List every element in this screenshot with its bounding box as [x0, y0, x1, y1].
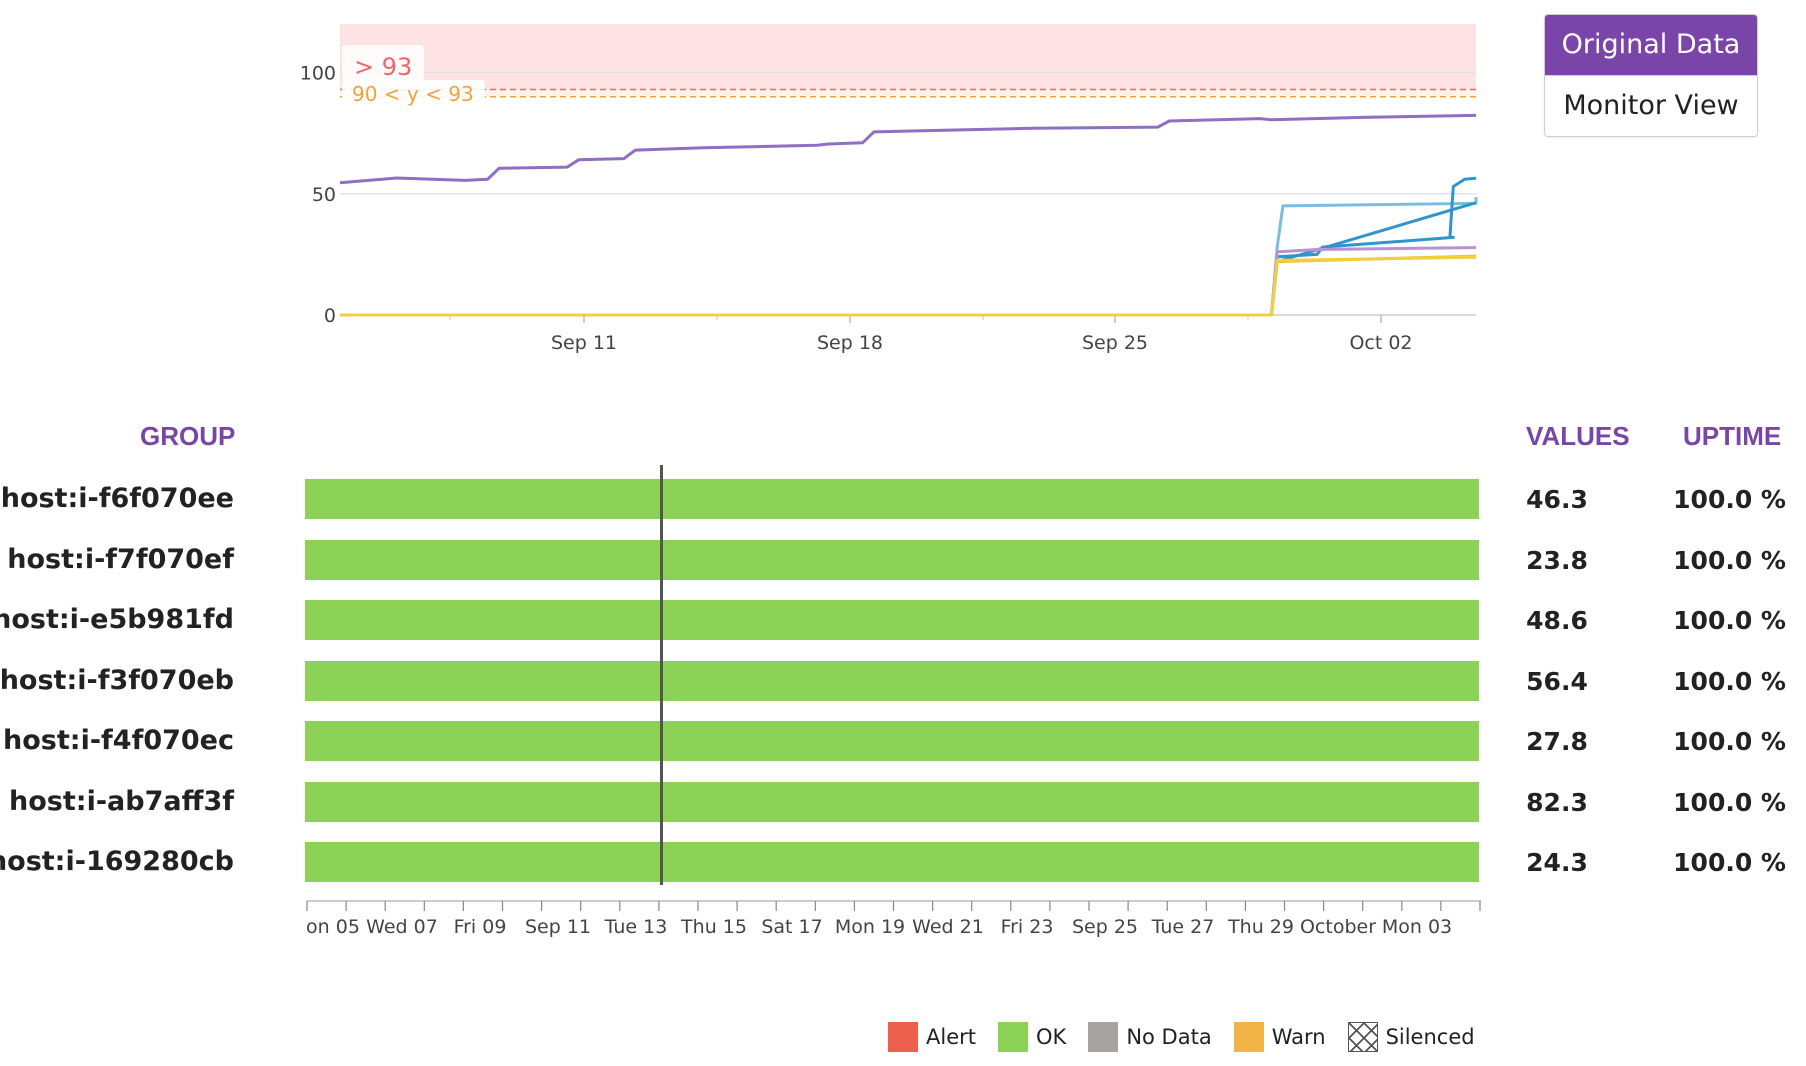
- warn-threshold-label-bg: [342, 80, 485, 108]
- status-bar[interactable]: [305, 842, 1479, 882]
- legend-swatch: [1233, 1022, 1264, 1052]
- group-uptime: 100.0 %: [1673, 545, 1786, 575]
- legend-swatch: [888, 1022, 918, 1052]
- timeline-tick-label: Fri 09: [454, 916, 507, 938]
- group-header: GROUP: [140, 421, 236, 451]
- legend-item: Alert: [888, 1022, 976, 1052]
- alert-threshold-label-bg: [342, 45, 424, 81]
- timeline-tick-label: Tue 27: [1151, 916, 1215, 938]
- timeline-tick-label: Sep 11: [525, 916, 591, 938]
- status-bar[interactable]: [305, 600, 1479, 640]
- x-tick-label: Sep 25: [1082, 332, 1148, 354]
- legend: Alert OK No Data Warn Silenced: [888, 1022, 1475, 1052]
- time-cursor: [660, 465, 663, 885]
- alert-threshold-band: [340, 24, 1476, 90]
- series-line: [340, 176, 1477, 317]
- timeline-tick-label: Wed 21: [912, 916, 984, 938]
- legend-item: OK: [998, 1022, 1066, 1052]
- original-data-button[interactable]: Original Data: [1545, 15, 1757, 75]
- group-label: host:i-f7f070ef: [7, 543, 234, 575]
- group-value: 56.4: [1526, 666, 1588, 696]
- status-bar[interactable]: [305, 539, 1479, 580]
- monitor-view-button[interactable]: Monitor View: [1545, 75, 1757, 136]
- uptime-header: UPTIME: [1683, 421, 1782, 451]
- group-uptime: 100.0 %: [1673, 727, 1786, 756]
- series-line: [340, 254, 1477, 317]
- timeline-tick-label: Mon 19: [835, 916, 905, 938]
- legend-item: No Data: [1088, 1022, 1212, 1052]
- group-label: host:i-f3f070eb: [0, 664, 234, 696]
- legend-label: Warn: [1271, 1025, 1326, 1049]
- group-label: host:i-e5b981fd: [0, 604, 234, 635]
- legend-swatch: [998, 1022, 1028, 1052]
- group-uptime: 100.0 %: [1673, 848, 1786, 877]
- series-line: [340, 246, 1477, 317]
- warn-threshold-band: [340, 89, 1476, 97]
- group-label: host:i-ab7aff3f: [9, 785, 234, 817]
- y-tick-label: 100: [300, 63, 336, 85]
- legend-label: Silenced: [1385, 1025, 1475, 1049]
- group-value: 23.8: [1526, 545, 1588, 575]
- group-uptime: 100.0 %: [1673, 666, 1786, 696]
- timeline-tick-label: October: [1300, 916, 1376, 938]
- timeline-tick-label: Fri 23: [1001, 916, 1054, 938]
- y-tick-label: 0: [324, 305, 336, 327]
- timeline-tick-label: Mon 03: [1382, 916, 1452, 938]
- group-uptime: 100.0 %: [1673, 787, 1786, 817]
- silenced-icon: [1347, 1022, 1378, 1052]
- status-bar[interactable]: [305, 479, 1479, 519]
- y-tick-label: 50: [312, 184, 336, 206]
- legend-label: No Data: [1126, 1025, 1212, 1049]
- timeline-tick-label: Thu 29: [1227, 916, 1294, 938]
- legend-swatch: [1088, 1022, 1119, 1052]
- group-value: 27.8: [1526, 727, 1588, 756]
- timeline-tick-label: on 05: [306, 916, 360, 938]
- legend-item: Warn: [1233, 1022, 1326, 1052]
- group-value: 48.6: [1526, 606, 1588, 635]
- series-line: [340, 255, 1477, 317]
- timeline-tick-label: Sat 17: [761, 916, 822, 938]
- timeline-tick-label: Wed 07: [366, 916, 438, 938]
- status-bar[interactable]: [305, 721, 1479, 761]
- status-bar[interactable]: [305, 660, 1479, 701]
- legend-label: Alert: [926, 1025, 976, 1049]
- alert-threshold-label: > 93: [354, 53, 412, 81]
- group-value: 82.3: [1526, 787, 1588, 817]
- timeline-tick-label: Sep 25: [1072, 916, 1138, 938]
- legend-label: OK: [1036, 1025, 1067, 1049]
- group-value: 46.3: [1526, 485, 1588, 514]
- status-bar[interactable]: [305, 781, 1479, 822]
- x-tick-label: Sep 18: [817, 332, 883, 354]
- warn-threshold-label: 90 < y < 93: [352, 82, 474, 106]
- series-line: [339, 113, 1477, 185]
- group-label: host:i-169280cb: [0, 846, 234, 877]
- timeline-tick-label: Tue 13: [604, 916, 668, 938]
- group-value: 24.3: [1526, 848, 1588, 877]
- group-label: host:i-f4f070ec: [3, 725, 234, 756]
- x-tick-label: Sep 11: [551, 332, 617, 354]
- values-header: VALUES: [1526, 421, 1630, 451]
- group-label: host:i-f6f070ee: [0, 483, 234, 514]
- timeline-tick-label: Thu 15: [680, 916, 747, 938]
- legend-item: Silenced: [1347, 1022, 1475, 1052]
- group-uptime: 100.0 %: [1673, 485, 1786, 514]
- view-toggle: Original Data Monitor View: [1544, 14, 1758, 137]
- timeline-axis: on 05 Wed 07 Fri 09 Sep 11 Tue 13 Thu 15 Sat 1…: [306, 900, 1481, 938]
- group-uptime: 100.0 %: [1673, 606, 1786, 635]
- x-tick-label: Oct 02: [1349, 332, 1412, 354]
